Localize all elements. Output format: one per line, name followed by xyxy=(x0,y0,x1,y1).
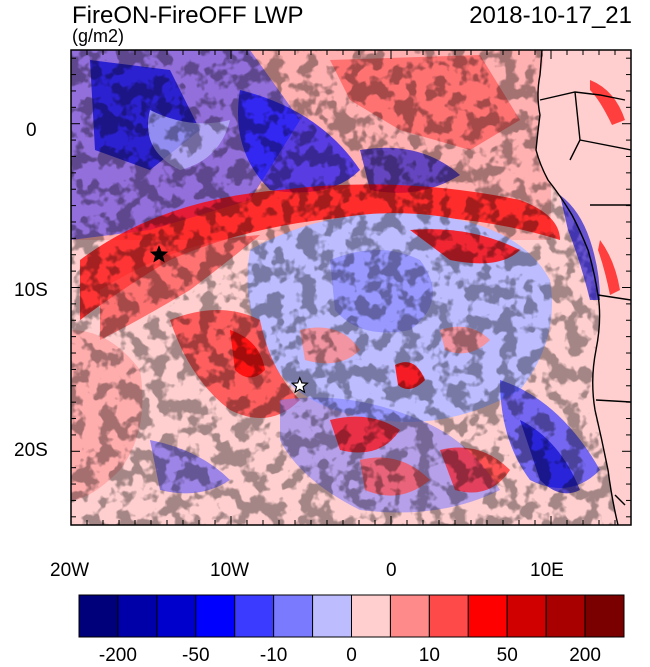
colorbar-swatch-6 xyxy=(273,594,314,638)
colorbar-label-4: 0 xyxy=(346,645,357,666)
star-marker-2 xyxy=(290,376,309,394)
colorbar-swatch-11 xyxy=(467,594,508,638)
colorbar-swatch-8 xyxy=(351,594,391,638)
units-label: (g/m2) xyxy=(72,26,125,46)
colorbar-swatch-10 xyxy=(428,594,469,638)
star-marker-1 xyxy=(149,245,169,263)
x-tick-label-10e: 10E xyxy=(530,560,564,581)
colorbar-swatch-13 xyxy=(545,594,586,638)
y-tick-label-10s: 10S xyxy=(14,280,48,301)
colorbar-label-5: 10 xyxy=(418,645,440,666)
colorbar-label-1: -200 xyxy=(98,645,137,666)
x-tick-label-10w: 10W xyxy=(210,560,250,581)
colorbar-label-3: -10 xyxy=(259,645,288,666)
colorbar-swatch-3 xyxy=(156,594,197,638)
axis-ticks xyxy=(70,50,631,525)
colorbar-swatch-12 xyxy=(506,594,547,638)
colorbar-swatch-7 xyxy=(312,594,353,638)
colorbar-label-6: 50 xyxy=(496,645,518,666)
field-layer xyxy=(71,50,631,525)
x-tick-label-0: 0 xyxy=(386,560,397,581)
plot-datetime: 2018-10-17_21 xyxy=(469,2,632,29)
site-markers xyxy=(149,245,309,394)
y-tick-label-0: 0 xyxy=(26,120,37,141)
colorbar-swatch-2 xyxy=(117,594,158,638)
colorbar-swatch-4 xyxy=(195,594,236,638)
plot-title: FireON-FireOFF LWP xyxy=(72,2,304,29)
colorbar-label-2: -50 xyxy=(182,645,210,666)
colorbar-swatch-9 xyxy=(389,594,430,638)
colorbar-label-7: 200 xyxy=(569,645,601,666)
coastline xyxy=(535,50,631,525)
y-tick-label-20s: 20S xyxy=(14,440,48,461)
colorbar xyxy=(78,594,625,638)
colorbar-swatch-1 xyxy=(78,594,119,638)
colorbar-swatch-14 xyxy=(584,594,625,638)
x-tick-label-20w: 20W xyxy=(50,560,90,581)
colorbar-swatch-5 xyxy=(234,594,275,638)
